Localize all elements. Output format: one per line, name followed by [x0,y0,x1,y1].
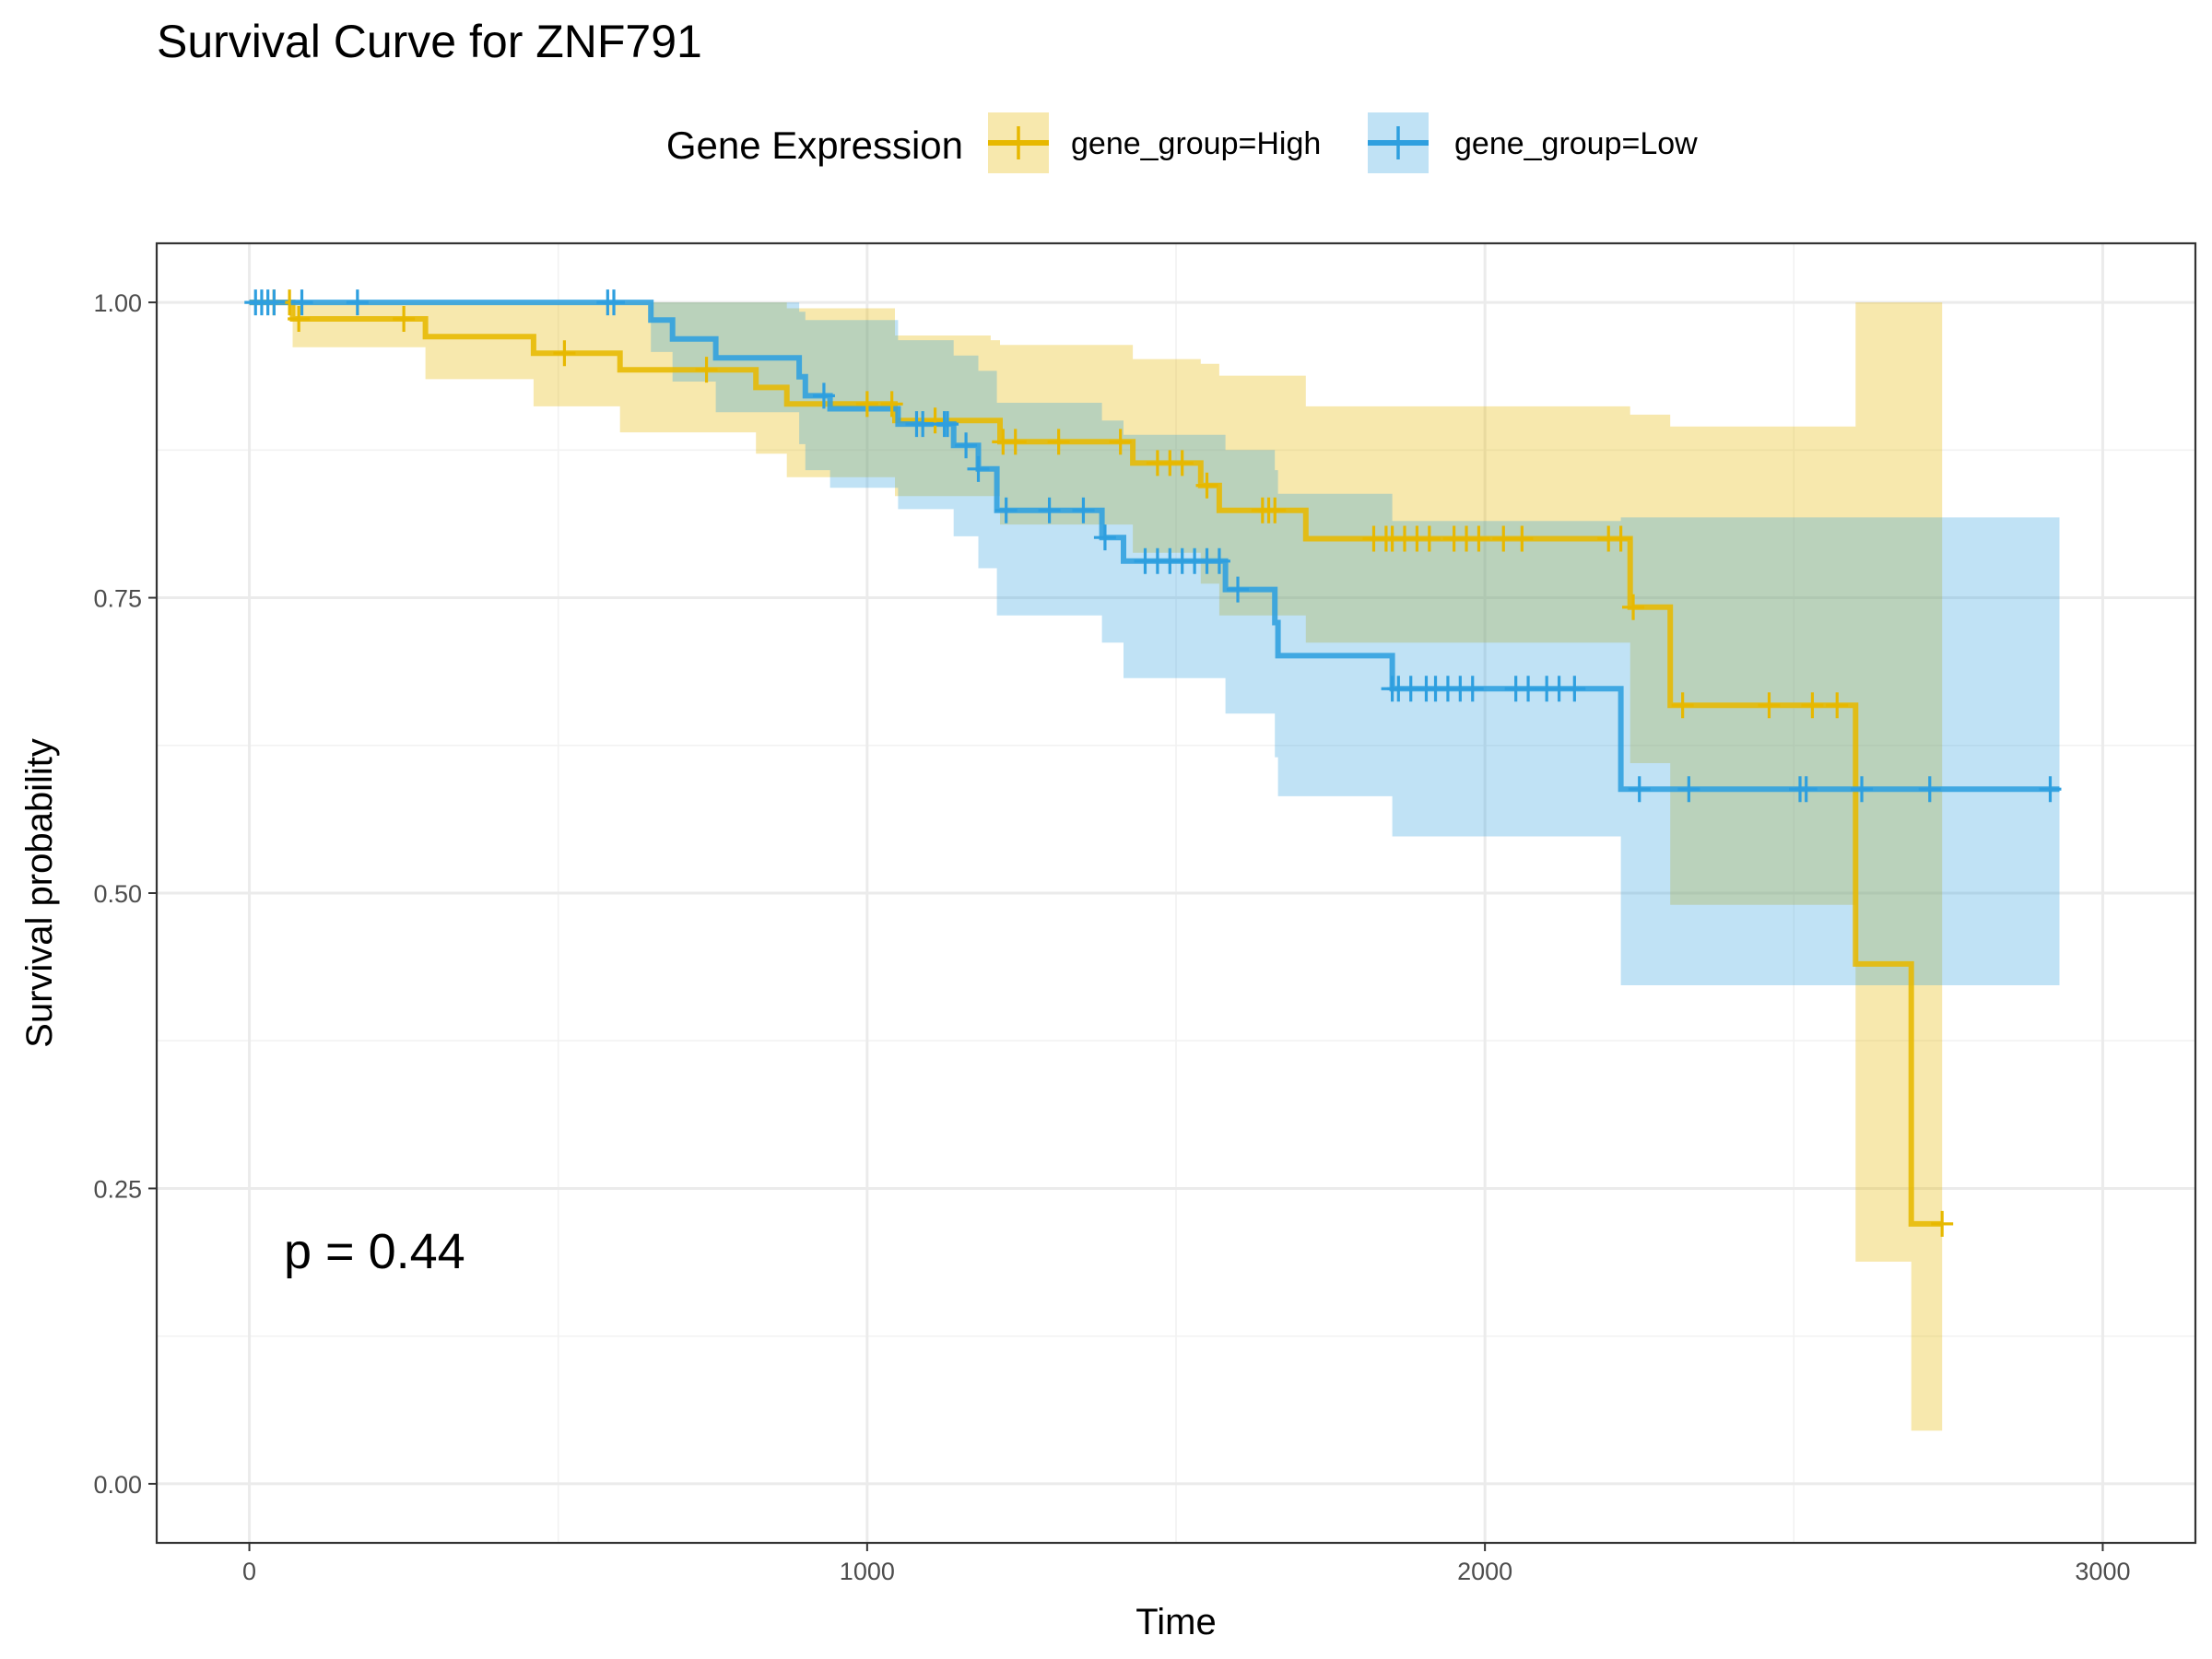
censor-mark-low [1794,776,1818,803]
y-axis-title: Survival probability [19,738,60,1048]
censor-mark-high [288,306,311,333]
censor-mark-low [935,411,959,438]
censor-mark-high [1467,525,1490,552]
legend-item-high: gene_group=High [988,112,1321,173]
censor-mark-low [346,289,369,316]
censor-mark-low [603,289,626,316]
censor-mark-high [553,340,576,367]
p-value-annotation: p = 0.44 [284,1224,465,1279]
y-axis: 0.00 0.25 0.50 0.75 1.00 [93,289,157,1499]
ci-band-high [249,302,1943,1431]
censor-mark-high [1047,429,1070,455]
censor-mark-high [1492,525,1515,552]
x-tick-label: 1000 [840,1558,895,1585]
y-tick-label: 0.00 [93,1471,142,1499]
censor-mark-high [924,407,947,434]
censor-mark-low [812,382,835,409]
censor-mark-high [695,357,718,383]
censor-mark-low [994,497,1018,524]
censor-mark-low [1918,776,1941,803]
censor-mark-low [290,289,313,316]
ci-band-low [249,302,2060,986]
censor-mark-high [1826,692,1849,719]
censor-mark-high [1418,525,1441,552]
y-tick-label: 0.50 [93,880,142,908]
censor-mark-low [1093,524,1116,551]
censor-mark-low [1563,676,1586,702]
censor-mark-high [1801,692,1824,719]
censor-mark-low [1517,676,1540,702]
x-tick-label: 2000 [1457,1558,1512,1585]
y-tick-label: 0.25 [93,1175,142,1203]
censor-mark-low [1851,776,1874,803]
censor-mark-high [880,391,903,418]
censor-mark-high [855,391,878,418]
legend: Gene Expression gene_group=High gene_gro… [666,112,1698,173]
censor-mark-high [1931,1210,1954,1237]
censor-marks [244,289,2062,1237]
legend-item-low: gene_group=Low [1368,112,1698,173]
x-axis: 0 1000 2000 3000 [242,1543,2130,1585]
censor-mark-low [1207,547,1230,574]
censor-mark-low [1628,776,1651,803]
censor-mark-high [1511,525,1534,552]
censor-mark-low [955,432,978,459]
censor-mark-low [1461,676,1484,702]
censor-mark-high [1758,692,1781,719]
censor-mark-low [1677,776,1700,803]
censor-mark-low [1072,497,1095,524]
censor-mark-high [1622,594,1645,620]
legend-label-low: gene_group=Low [1454,126,1698,161]
censor-mark-low [2039,776,2062,803]
confidence-bands [249,302,2060,1431]
censor-mark-high [1609,525,1632,552]
y-tick-label: 0.75 [93,585,142,613]
y-tick-label: 1.00 [93,289,142,317]
censor-mark-low [1038,497,1061,524]
censor-mark-low [263,289,286,316]
x-tick-label: 3000 [2075,1558,2130,1585]
legend-label-high: gene_group=High [1071,126,1321,161]
chart-title: Survival Curve for ZNF791 [157,16,702,67]
censor-mark-high [1671,692,1694,719]
x-axis-title: Time [1135,1602,1216,1642]
censor-mark-high [1195,472,1218,499]
censor-mark-high [393,306,416,333]
x-tick-label: 0 [242,1558,256,1585]
censor-mark-high [1109,429,1132,455]
censor-mark-low [912,411,935,438]
censor-mark-low [967,455,990,482]
censor-mark-low [1227,576,1250,603]
censor-mark-high [1171,450,1194,477]
censor-mark-high [1264,497,1287,524]
censor-mark-high [1004,429,1027,455]
legend-title: Gene Expression [666,124,963,167]
